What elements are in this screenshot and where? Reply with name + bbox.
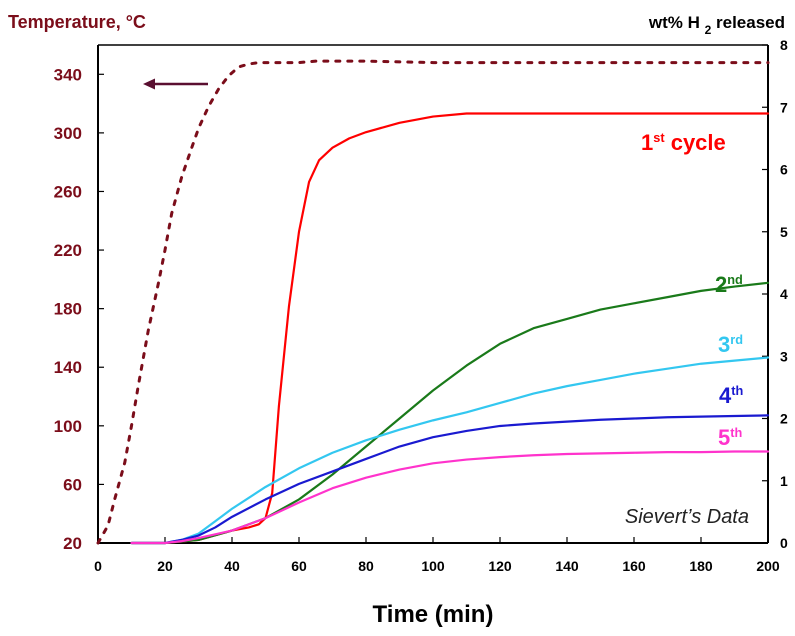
y-left-tick-label-7: 300 [54,124,82,143]
right-axis-title-suffix: released [716,13,785,32]
sieverts-data-label: Sievert’s Data [625,506,749,528]
right-axis-title-subscript: 2 [705,23,712,37]
series-line-1 [130,112,770,545]
series-label-super-0: st [653,130,665,145]
x-tick-label-10: 200 [756,558,780,574]
right-axis-title: wt% H 2 released [648,13,785,38]
series-label-main-4: 5 [718,425,730,450]
x-tick-label-7: 140 [555,558,579,574]
y-right-tick-label-7: 7 [780,99,788,115]
y-right-tick-label-8: 8 [780,37,788,53]
ticks-group: 0 20 40 60 80 100 120 140 160 180 2002060100140180… [54,37,788,574]
series-line-4 [130,414,770,545]
x-tick-label-0: 0 [94,558,102,574]
series-label-main-3: 4 [719,383,732,408]
y-right-tick-label-2: 2 [780,411,788,427]
y-left-tick-label-6: 260 [54,182,82,201]
x-tick-label-5: 100 [421,558,445,574]
series-label-1: 2nd [715,272,743,297]
y-left-tick-label-2: 100 [54,417,82,436]
series-label-2: 3rd [718,332,743,357]
series-line-3 [130,356,770,545]
series-label-super-3: th [731,383,743,398]
x-tick-label-4: 80 [358,558,374,574]
x-tick-label-9: 180 [689,558,713,574]
y-right-tick-label-0: 0 [780,535,788,551]
x-axis-title: Time (min) [373,601,494,628]
series-label-3: 4th [719,383,743,408]
y-right-tick-label-3: 3 [780,348,788,364]
y-left-tick-label-4: 180 [54,300,82,319]
series-label-4: 5th [718,425,742,450]
right-axis-title-prefix: wt% H [648,13,700,32]
y-left-tick-label-3: 140 [54,358,82,377]
x-tick-label-8: 160 [622,558,646,574]
x-tick-label-2: 40 [224,558,240,574]
series-label-main-1: 2 [715,272,727,297]
series-line-0 [96,59,770,545]
series-group [96,59,770,545]
temperature-arrow [143,78,208,90]
series-label-super-2: rd [730,332,743,347]
series-label-main-0: 1 [641,130,653,155]
x-tick-label-3: 60 [291,558,307,574]
x-tick-label-1: 20 [157,558,173,574]
series-label-super-1: nd [727,272,743,287]
series-label-main-2: 3 [718,332,730,357]
series-line-2 [130,281,770,545]
x-tick-label-6: 120 [488,558,512,574]
y-right-tick-label-4: 4 [780,286,788,302]
series-label-0: 1st cycle [641,130,726,155]
y-right-tick-label-1: 1 [780,473,788,489]
y-right-tick-label-6: 6 [780,162,788,178]
series-label-suffix-0: cycle [665,130,726,155]
left-axis-title: Temperature, °C [8,12,146,32]
y-left-tick-label-1: 60 [63,475,82,494]
y-left-tick-label-0: 20 [63,534,82,553]
y-right-tick-label-5: 5 [780,224,788,240]
y-left-tick-label-8: 340 [54,65,82,84]
series-label-super-4: th [730,425,742,440]
series-line-5 [130,450,770,545]
y-left-tick-label-5: 220 [54,241,82,260]
plot-frame [97,44,769,544]
